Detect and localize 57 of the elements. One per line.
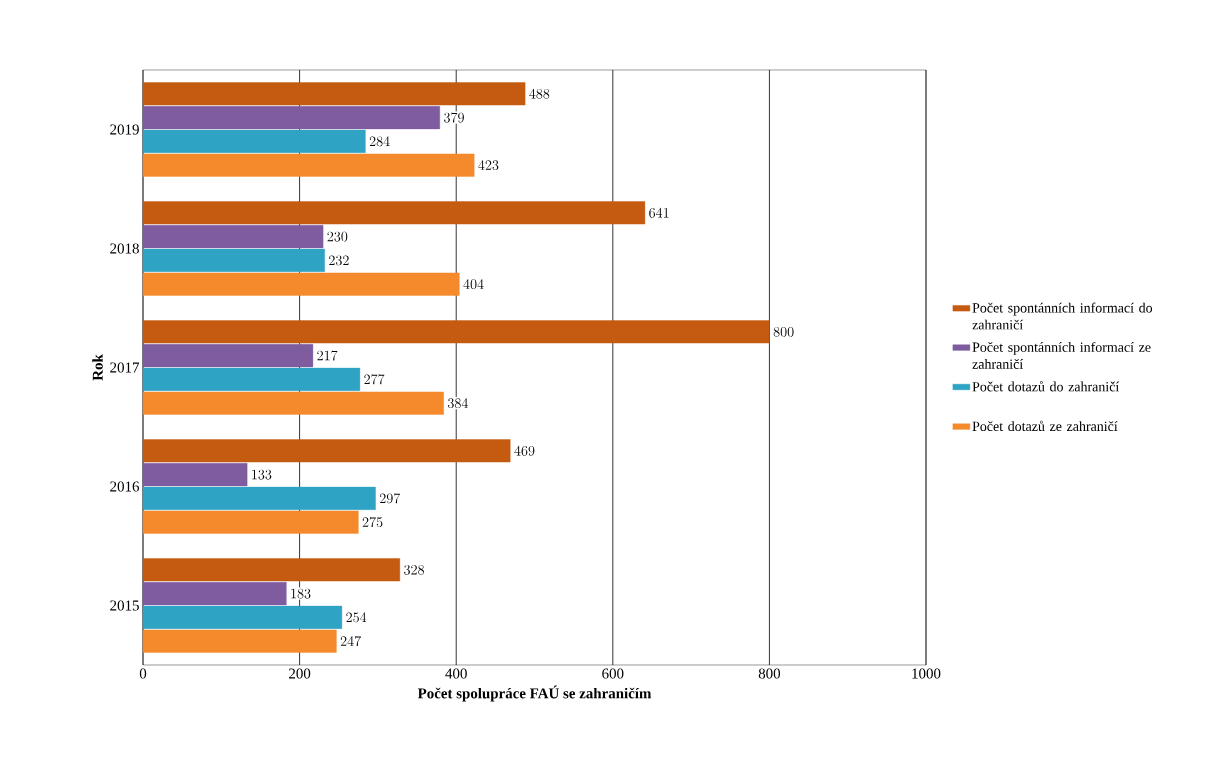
legend-label: Počet dotazů ze zahraničí — [972, 420, 1118, 432]
legend-label: Počet spontánních informací do zahraničí — [972, 302, 1153, 330]
x-axis-title: Počet spolupráce FAÚ se zahraničím — [417, 685, 652, 702]
x-tick-label: 200 — [289, 668, 311, 679]
data-label: 328 — [404, 564, 424, 575]
bar — [142, 344, 314, 368]
y-tick-label: 2016 — [110, 481, 140, 492]
data-label: 284 — [369, 136, 390, 147]
bar — [142, 582, 287, 606]
x-tick-label: 0 — [139, 668, 147, 679]
data-label: 800 — [773, 326, 794, 337]
data-label: 254 — [346, 612, 367, 623]
bar — [142, 201, 646, 225]
y-axis-title: Rok — [92, 354, 103, 381]
bar — [142, 272, 460, 296]
bar — [142, 82, 526, 106]
y-tick-label: 2017 — [110, 362, 140, 373]
x-tick-label: 800 — [758, 668, 781, 679]
bar — [142, 510, 359, 534]
data-label: 217 — [317, 350, 338, 361]
data-label: 488 — [529, 88, 550, 99]
data-label: 384 — [447, 398, 469, 409]
data-label: 297 — [379, 493, 401, 504]
data-label: 423 — [478, 160, 499, 171]
data-label: 133 — [252, 469, 272, 480]
data-label: 232 — [329, 255, 349, 266]
data-label: 469 — [514, 445, 535, 456]
bar — [142, 439, 511, 463]
legend-label: Počet spontánních informací ze zahraničí — [972, 341, 1151, 369]
bar — [142, 153, 475, 177]
x-tick-label: 1000 — [912, 668, 941, 679]
y-tick-label: 2018 — [110, 243, 139, 254]
data-label: 230 — [327, 231, 348, 242]
y-tick-label: 2015 — [110, 600, 139, 611]
bar — [142, 486, 376, 510]
bar — [142, 463, 248, 487]
bar — [142, 248, 325, 272]
bar — [142, 106, 440, 130]
y-tick-label: 2019 — [110, 124, 139, 135]
data-label: 275 — [362, 517, 383, 528]
bar — [142, 367, 361, 391]
data-label: 641 — [649, 207, 669, 218]
bar — [142, 225, 324, 249]
x-tick-label: 600 — [602, 668, 624, 679]
bar — [142, 629, 337, 653]
legend-label: Počet dotazů do zahraničí — [972, 381, 1120, 392]
bar — [142, 320, 770, 344]
data-label: 379 — [444, 112, 464, 123]
data-label: 277 — [364, 374, 385, 385]
data-label: 247 — [340, 636, 361, 647]
bar — [142, 605, 343, 629]
data-label: 183 — [291, 588, 311, 599]
x-tick-label: 400 — [445, 668, 467, 679]
bar — [142, 129, 366, 153]
bar — [142, 391, 444, 415]
bar — [142, 558, 401, 582]
data-label: 404 — [463, 279, 484, 290]
